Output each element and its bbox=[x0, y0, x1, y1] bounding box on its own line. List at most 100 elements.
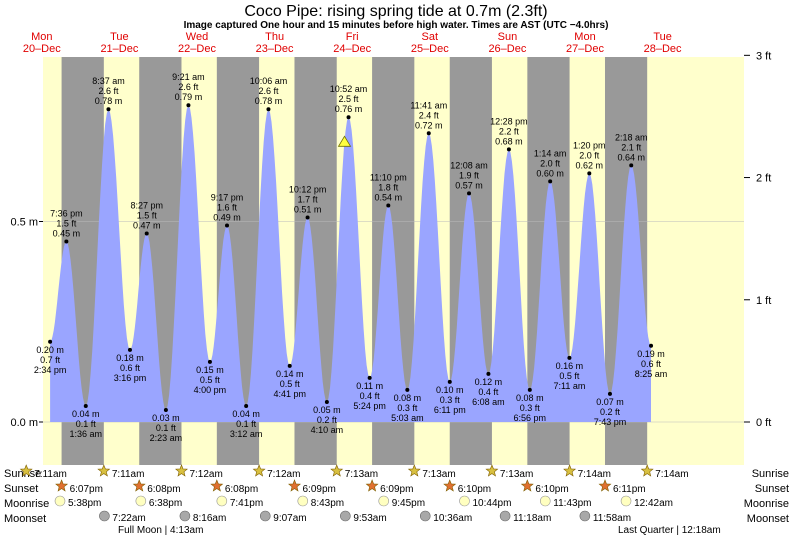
day-name: Mon bbox=[31, 31, 52, 43]
tide-point bbox=[587, 171, 592, 176]
day-name: Sun bbox=[498, 31, 518, 43]
day-name: Mon bbox=[574, 31, 595, 43]
sunset-time: 6:08pm bbox=[225, 484, 258, 495]
tide-point bbox=[186, 103, 191, 108]
tide-label: 4:00 pm bbox=[194, 385, 227, 395]
tide-label: 0.57 m bbox=[455, 180, 483, 190]
tide-point bbox=[244, 403, 249, 408]
tide-label: 0.1 ft bbox=[156, 423, 177, 433]
tide-label: 0.79 m bbox=[175, 92, 203, 102]
right-tick-label: 3 ft bbox=[756, 50, 771, 62]
tide-point bbox=[106, 107, 111, 112]
tide-point bbox=[467, 191, 472, 196]
tide-label: 0.3 ft bbox=[520, 403, 541, 413]
tide-label: 0.5 ft bbox=[559, 371, 580, 381]
chart-title: Coco Pipe: rising spring tide at 0.7m (2… bbox=[244, 3, 547, 20]
tide-label: 11:10 pm bbox=[370, 172, 407, 182]
tide-label: 0.4 ft bbox=[360, 391, 381, 401]
tide-label: 0.04 m bbox=[232, 409, 260, 419]
moonrise-time: 5:38pm bbox=[68, 498, 101, 509]
tide-label: 6:08 am bbox=[472, 397, 505, 407]
tide-label: 6:56 pm bbox=[514, 413, 547, 423]
tide-label: 10:12 pm bbox=[289, 184, 327, 194]
moonrise-row-label-right: Moonrise bbox=[744, 498, 789, 510]
tide-label: 0.2 ft bbox=[317, 415, 338, 425]
tide-label: 0.15 m bbox=[196, 365, 224, 375]
tide-label: 10:52 am bbox=[330, 84, 368, 94]
sunset-icon bbox=[210, 479, 224, 492]
tide-label: 0.04 m bbox=[72, 409, 100, 419]
sunrise-icon bbox=[19, 464, 33, 477]
day-date: 21–Dec bbox=[100, 43, 138, 55]
tide-label: 7:11 am bbox=[553, 381, 585, 391]
moonrise-time: 9:45pm bbox=[392, 498, 425, 509]
moonset-icon bbox=[419, 510, 431, 522]
moonset-time: 9:53am bbox=[353, 513, 386, 524]
tide-label: 0.6 ft bbox=[120, 363, 141, 373]
tide-point bbox=[405, 387, 410, 392]
tide-label: 0.10 m bbox=[436, 385, 464, 395]
tide-point bbox=[486, 371, 491, 376]
moonset-icon bbox=[179, 510, 191, 522]
tide-label: 2.4 ft bbox=[419, 110, 440, 120]
moonset-time: 7:22am bbox=[112, 513, 145, 524]
axes: 0.0 m 0.5 m 0 ft 1 ft 2 ft 3 ft bbox=[10, 50, 771, 429]
current-tide-marker bbox=[337, 135, 352, 147]
tide-label: 0.3 ft bbox=[397, 403, 418, 413]
tide-label: 0.11 m bbox=[356, 381, 383, 391]
moonrise-icon bbox=[539, 495, 551, 507]
tide-label: 9:17 pm bbox=[211, 193, 244, 203]
tide-label: 11:41 am bbox=[410, 100, 447, 110]
sunset-time: 6:10pm bbox=[535, 484, 568, 495]
moonset-time: 9:07am bbox=[273, 513, 306, 524]
moonrise-time: 12:42am bbox=[634, 498, 673, 509]
sunrise-icon bbox=[485, 464, 499, 477]
tide-label: 0.16 m bbox=[556, 361, 584, 371]
tide-label: 2.0 ft bbox=[540, 158, 561, 168]
sunrise-time: 7:13am bbox=[500, 469, 533, 480]
tide-label: 0.18 m bbox=[116, 353, 144, 363]
tide-point bbox=[367, 375, 372, 380]
sunrise-icon bbox=[407, 464, 421, 477]
tide-label: 0.45 m bbox=[53, 229, 81, 239]
sunrise-icon bbox=[175, 464, 188, 477]
day-name: Wed bbox=[186, 31, 208, 43]
day-date: 27–Dec bbox=[566, 43, 604, 55]
left-tick-label: 0.5 m bbox=[10, 217, 38, 229]
tide-label: 1.7 ft bbox=[298, 194, 319, 204]
sunrise-icon bbox=[97, 464, 111, 477]
day-date: 24–Dec bbox=[333, 43, 371, 55]
tide-label: 0.2 ft bbox=[600, 407, 621, 417]
tide-label: 0.05 m bbox=[313, 405, 341, 415]
tide-label: 0.72 m bbox=[415, 120, 443, 130]
sunset-icon bbox=[443, 479, 457, 492]
tide-label: 2.2 ft bbox=[499, 126, 520, 136]
sunset-icon bbox=[365, 479, 379, 492]
tide-extremes: 0.20 m0.7 ft2:34 pm7:36 pm1.5 ft0.45 m0.… bbox=[34, 72, 667, 443]
last-quarter-label: Last Quarter | 12:18am bbox=[618, 525, 721, 536]
day-name: Thu bbox=[265, 31, 284, 43]
tide-label: 1:20 pm bbox=[573, 140, 606, 150]
tide-label: 0.1 ft bbox=[76, 419, 97, 429]
tide-label: 1.9 ft bbox=[459, 170, 480, 180]
sunset-icon bbox=[520, 479, 534, 492]
day-name: Tue bbox=[653, 31, 672, 43]
day-date: 25–Dec bbox=[411, 43, 449, 55]
tide-label: 1:14 am bbox=[534, 148, 567, 158]
moonset-row-label: Moonset bbox=[4, 513, 46, 525]
tide-label: 0.64 m bbox=[617, 152, 645, 162]
moonrise-icon bbox=[378, 495, 390, 507]
sunrise-time: 7:14am bbox=[578, 469, 611, 480]
tide-label: 0.54 m bbox=[375, 192, 403, 202]
tide-point bbox=[629, 163, 634, 168]
moonrise-icon bbox=[216, 495, 228, 507]
tide-label: 2.6 ft bbox=[178, 82, 199, 92]
sunrise-time: 7:13am bbox=[422, 469, 455, 480]
sunset-time: 6:09pm bbox=[302, 484, 335, 495]
chart-subtitle: Image captured One hour and 15 minutes b… bbox=[184, 20, 609, 31]
moonset-icon bbox=[259, 510, 271, 522]
sunrise-time: 7:11am bbox=[34, 469, 67, 480]
tide-point bbox=[548, 179, 553, 184]
moonrise-icon bbox=[297, 495, 309, 507]
tide-label: 0.3 ft bbox=[440, 395, 461, 405]
